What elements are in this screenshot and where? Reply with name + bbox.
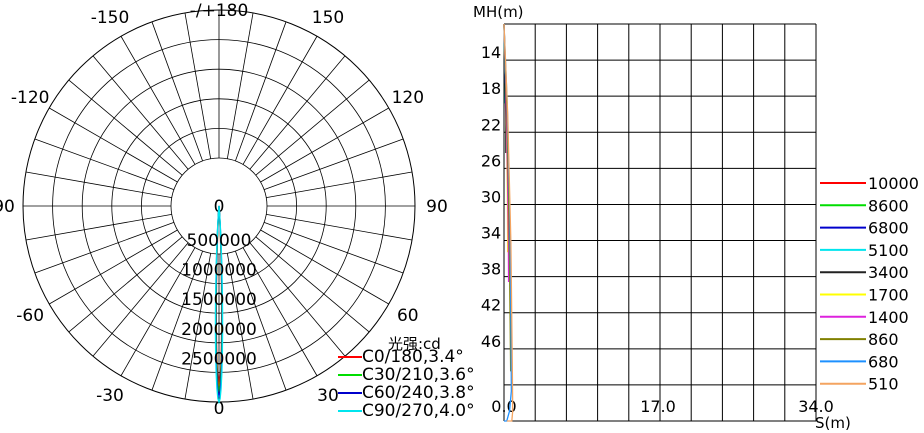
polar-radial-tick-label: 1500000	[181, 290, 257, 310]
polar-grid-spoke	[263, 138, 404, 190]
polar-grid-spoke	[263, 222, 404, 274]
polar-grid-spoke	[255, 79, 370, 176]
polar-angle-label: -120	[11, 88, 50, 108]
x-axis-title: S(m)	[815, 414, 851, 432]
x-tick-label: 17.0	[640, 397, 676, 416]
polar-grid-spoke	[266, 213, 413, 241]
polar-grid-spoke	[184, 12, 212, 159]
polar-grid-spoke	[260, 107, 389, 183]
y-axis-title: MH(m)	[473, 3, 524, 21]
polar-grid-spoke	[68, 236, 183, 333]
polar-grid-spoke	[34, 138, 175, 190]
polar-angle-label: -60	[16, 306, 44, 326]
polar-grid-spoke	[242, 247, 318, 376]
y-tick-label: 18	[481, 79, 501, 98]
y-tick-label: 22	[481, 115, 501, 134]
polar-grid-spoke	[92, 55, 189, 170]
isoline-legend-label: 10000	[868, 174, 919, 193]
polar-grid-spoke	[34, 222, 175, 274]
y-tick-label: 38	[481, 260, 501, 279]
polar-angle-label: 120	[392, 88, 424, 108]
polar-grid-spoke	[25, 171, 172, 199]
polar-grid-spoke	[184, 253, 212, 400]
isoline-series	[503, 23, 514, 422]
polar-grid-spoke	[92, 242, 189, 357]
y-tick-label: 46	[481, 332, 501, 351]
isoline-legend-label: 510	[868, 375, 899, 394]
polar-angle-label: 60	[397, 306, 419, 326]
polar-legend-label: C30/210,3.6°	[362, 365, 475, 385]
y-tick-label: 26	[481, 151, 501, 170]
polar-grid-spoke	[266, 171, 413, 199]
polar-grid-spoke	[68, 79, 183, 176]
polar-radial-tick-label: 2500000	[181, 349, 257, 369]
polar-grid-spoke	[151, 21, 203, 162]
polar-angle-label: -30	[96, 386, 124, 406]
polar-grid-spoke	[235, 21, 287, 162]
polar-radial-tick-label: 2000000	[181, 320, 257, 340]
polar-grid-spoke	[235, 250, 287, 391]
polar-unit-label: 光强:cd	[388, 335, 441, 353]
isoline-legend-label: 860	[868, 330, 899, 349]
polar-angle-label: 150	[312, 8, 344, 28]
isoline-legend-label: 1400	[868, 308, 909, 327]
isoline-legend-label: 1700	[868, 286, 909, 305]
polar-grid-spoke	[242, 36, 318, 165]
polar-grid-spoke	[49, 229, 178, 305]
polar-grid-spoke	[25, 213, 172, 241]
polar-grid-spoke	[226, 12, 254, 159]
x-tick-label: 34.0	[798, 397, 834, 416]
polar-grid-spoke	[151, 250, 203, 391]
polar-angle-label: 90	[426, 197, 448, 217]
polar-angle-label: 0	[214, 399, 225, 419]
y-tick-label: 34	[481, 224, 501, 243]
isoline-legend-label: 680	[868, 352, 899, 371]
polar-grid-spoke	[255, 236, 370, 333]
polar-radial-tick-label: 1000000	[181, 261, 257, 281]
polar-radial-tick-label: 500000	[187, 231, 252, 251]
polar-grid-spoke	[226, 253, 254, 400]
polar-legend-label: C90/270,4.0°	[362, 401, 475, 421]
polar-intensity-chart: -/+180-150150-120120-9090-6060-303000500…	[0, 1, 475, 421]
isoline-legend-label: 8600	[868, 196, 909, 215]
isoline-legend-label: 3400	[868, 263, 909, 282]
polar-legend-label: C0/180,3.4°	[362, 347, 464, 367]
polar-angle-label: -90	[0, 197, 15, 217]
y-tick-label: 42	[481, 296, 501, 315]
polar-angle-label: -150	[91, 8, 130, 28]
isoline-legend-label: 6800	[868, 219, 909, 238]
isoline-legend-label: 5100	[868, 241, 909, 260]
polar-angle-label: -/+180	[190, 1, 249, 21]
polar-grid-spoke	[249, 55, 346, 170]
polar-legend-label: C60/240,3.8°	[362, 383, 475, 403]
polar-angle-label: 30	[317, 386, 339, 406]
polar-grid-spoke	[260, 229, 389, 305]
polar-grid-spoke	[120, 247, 196, 376]
polar-grid-spoke	[249, 242, 346, 357]
polar-series-lobe	[214, 205, 224, 405]
y-tick-label: 30	[481, 188, 501, 207]
polar-grid-spoke	[120, 36, 196, 165]
polar-grid-spoke	[49, 107, 178, 183]
y-tick-label: 14	[481, 43, 501, 62]
